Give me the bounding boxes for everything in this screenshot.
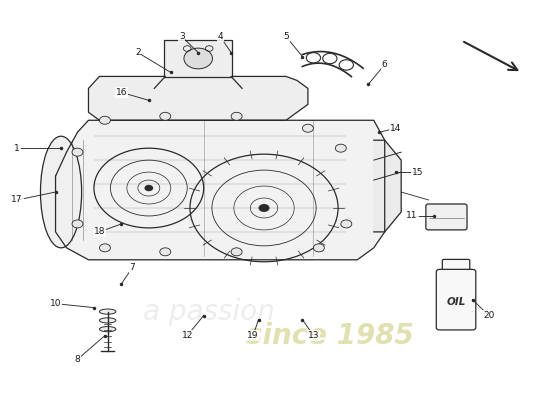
Text: 19: 19 [248,331,259,340]
Circle shape [302,124,313,132]
FancyBboxPatch shape [164,40,232,77]
Text: 7: 7 [129,263,135,272]
Text: 11: 11 [406,212,418,220]
Circle shape [100,116,111,124]
Circle shape [336,144,346,152]
Text: a passion: a passion [143,298,275,326]
Circle shape [184,48,212,69]
Text: 17: 17 [12,196,23,204]
Circle shape [72,220,83,228]
Circle shape [258,204,270,212]
Text: since 1985: since 1985 [246,322,414,350]
Text: OIL: OIL [447,297,466,307]
Circle shape [72,148,83,156]
Circle shape [160,248,170,256]
Text: 3: 3 [179,32,185,41]
Text: 13: 13 [307,331,319,340]
Text: 10: 10 [50,299,61,308]
Ellipse shape [41,136,81,248]
Text: 6: 6 [382,60,388,69]
Text: 2: 2 [135,48,141,57]
Circle shape [145,185,153,191]
Polygon shape [56,120,384,260]
Ellipse shape [100,326,116,332]
Ellipse shape [100,309,116,314]
Text: 18: 18 [94,227,105,236]
Text: 4: 4 [217,32,223,41]
Text: 14: 14 [390,124,402,133]
Text: europ: europ [72,166,310,234]
Ellipse shape [100,318,116,323]
Text: 8: 8 [75,355,80,364]
Circle shape [160,112,170,120]
Text: 15: 15 [412,168,424,176]
FancyBboxPatch shape [426,204,467,230]
FancyBboxPatch shape [442,259,470,273]
Circle shape [231,112,242,120]
Circle shape [341,220,352,228]
Polygon shape [89,76,308,120]
Text: 1: 1 [14,144,20,153]
Text: 12: 12 [182,331,193,340]
Circle shape [314,244,324,252]
Circle shape [231,248,242,256]
Text: 20: 20 [483,311,494,320]
Text: 16: 16 [116,88,127,97]
Text: 5: 5 [283,32,289,41]
Circle shape [100,244,111,252]
FancyBboxPatch shape [436,269,476,330]
Polygon shape [374,140,401,232]
